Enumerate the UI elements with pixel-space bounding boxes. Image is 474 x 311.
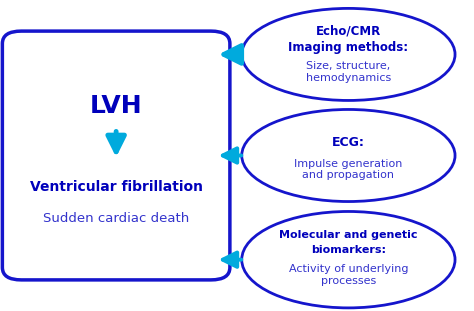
Ellipse shape (242, 211, 455, 308)
Ellipse shape (242, 8, 455, 100)
Text: biomarkers:: biomarkers: (311, 245, 386, 255)
Ellipse shape (242, 109, 455, 202)
Text: Impulse generation
and propagation: Impulse generation and propagation (294, 159, 402, 180)
Text: ECG:: ECG: (332, 136, 365, 149)
Text: Size, structure,
hemodynamics: Size, structure, hemodynamics (306, 61, 391, 83)
Text: Molecular and genetic: Molecular and genetic (279, 230, 418, 239)
Text: Sudden cardiac death: Sudden cardiac death (43, 212, 189, 225)
Text: Activity of underlying
processes: Activity of underlying processes (289, 264, 408, 286)
FancyBboxPatch shape (2, 31, 230, 280)
Text: LVH: LVH (90, 94, 143, 118)
Text: Ventricular fibrillation: Ventricular fibrillation (30, 180, 202, 194)
Text: Imaging methods:: Imaging methods: (288, 41, 409, 54)
Text: Echo/CMR: Echo/CMR (316, 25, 381, 38)
